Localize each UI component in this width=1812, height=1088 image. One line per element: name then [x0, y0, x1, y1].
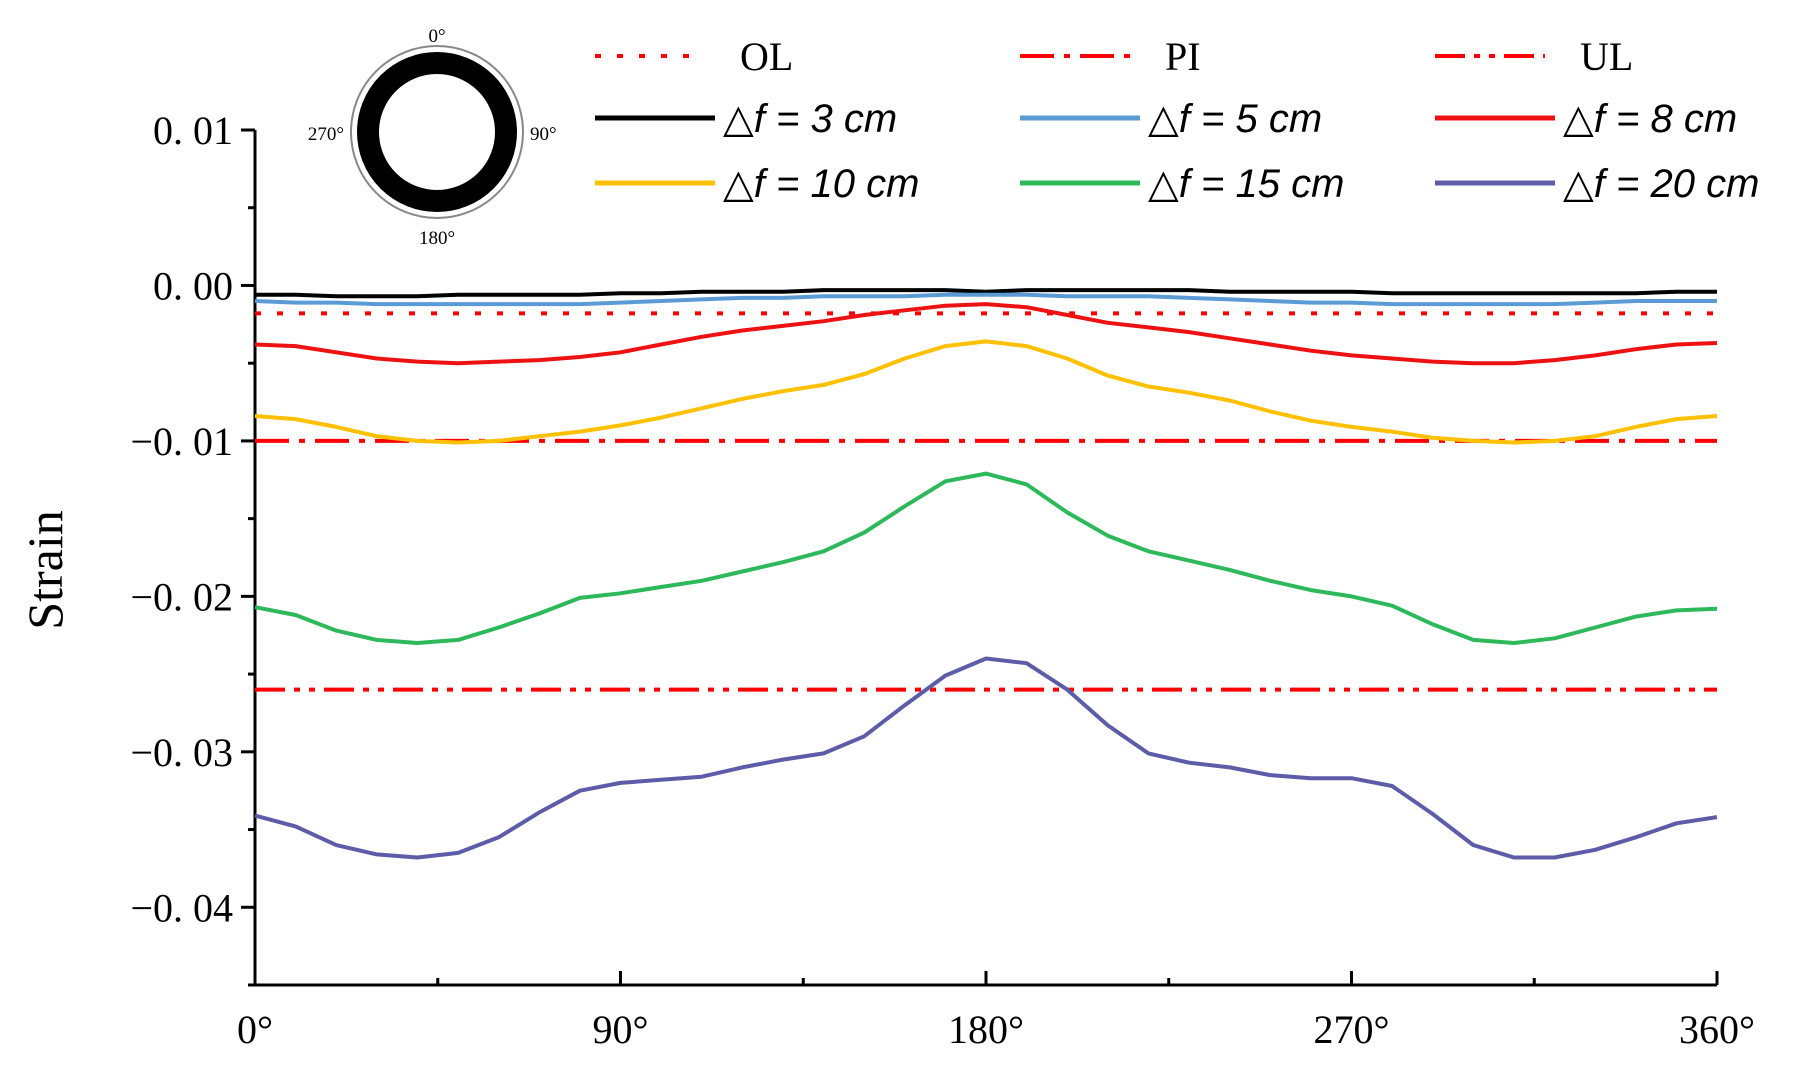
legend-item-f-20-cm: △f = 20 cm — [1435, 162, 1759, 206]
y-tick-label: −0. 03 — [130, 730, 233, 775]
series-line-f-10-cm — [254, 339, 1718, 445]
legend-item-ol: OL — [595, 34, 793, 79]
series-line-f-15-cm — [254, 471, 1718, 645]
legend-item-f-15-cm: △f = 15 cm — [1020, 162, 1344, 206]
series-lines — [254, 288, 1718, 860]
legend-label: UL — [1580, 34, 1633, 79]
inset-label-right: 90° — [530, 124, 557, 145]
legend-label: △f = 5 cm — [1148, 97, 1322, 141]
inset-outer-ring — [350, 45, 524, 219]
series-line-f-8-cm — [254, 302, 1718, 366]
inset-label-bottom: 180° — [419, 228, 455, 249]
y-tick-label: 0. 01 — [153, 108, 233, 153]
pipe-section-inset: 0° 90° 180° 270° — [308, 26, 557, 249]
legend: OL PI UL △f = 3 cm △f = 5 cm △f = 8 cm △f = 10… — [595, 34, 1759, 206]
y-tick-label: 0. 00 — [153, 263, 233, 308]
axes: 0. 01 0. 00 −0. 01 −0. 02 −0. 03 −0. 04 0° 90° 1… — [130, 108, 1755, 1052]
x-tick-label: 360° — [1679, 1007, 1755, 1052]
series-line-f-3-cm — [255, 288, 1717, 299]
y-tick-label: −0. 01 — [130, 419, 233, 464]
x-tick-label: 180° — [948, 1007, 1024, 1052]
x-tick-label: 90° — [593, 1007, 649, 1052]
legend-label: OL — [740, 34, 793, 79]
y-axis-label: Strain — [17, 510, 73, 629]
inset-pipe-wall — [357, 52, 517, 212]
legend-label: PI — [1165, 34, 1201, 79]
legend-label: △f = 10 cm — [723, 162, 919, 206]
legend-item-f-10-cm: △f = 10 cm — [595, 162, 919, 206]
legend-item-pi: PI — [1020, 34, 1201, 79]
series-line-f-5-cm — [254, 292, 1717, 307]
series-line-f-20-cm — [254, 656, 1718, 860]
inset-label-top: 0° — [428, 26, 445, 47]
legend-item-f-5-cm: △f = 5 cm — [1020, 97, 1322, 141]
x-tick-label: 270° — [1314, 1007, 1390, 1052]
y-tick-label: −0. 02 — [130, 574, 233, 619]
legend-item-ul: UL — [1435, 34, 1633, 79]
legend-item-f-3-cm: △f = 3 cm — [595, 97, 897, 141]
legend-label: △f = 8 cm — [1563, 97, 1737, 141]
inset-label-left: 270° — [308, 124, 344, 145]
legend-label: △f = 3 cm — [723, 97, 897, 141]
x-tick-label: 0° — [237, 1007, 273, 1052]
legend-item-f-8-cm: △f = 8 cm — [1435, 97, 1737, 141]
y-tick-label: −0. 04 — [130, 885, 233, 930]
legend-label: △f = 15 cm — [1148, 162, 1344, 206]
legend-label: △f = 20 cm — [1563, 162, 1759, 206]
